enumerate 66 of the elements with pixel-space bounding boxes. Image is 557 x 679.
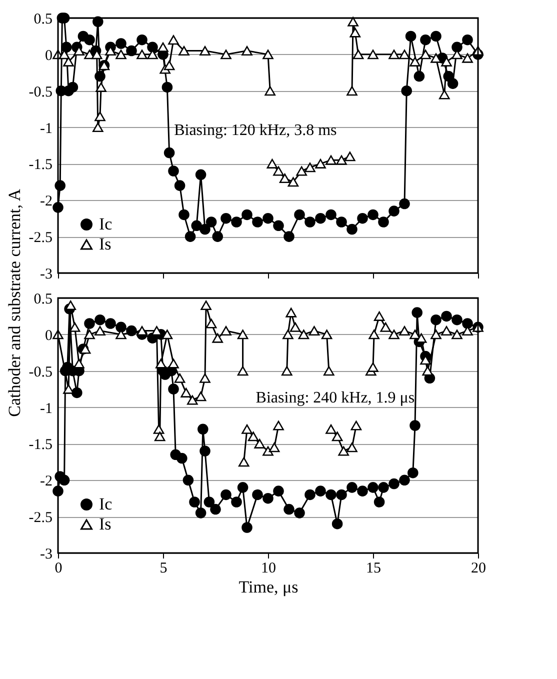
point: [336, 155, 347, 165]
x-axis-title: Time, μs: [238, 578, 298, 596]
y-tick-label: 0.5: [34, 12, 52, 28]
y-tick-label: -2.5: [28, 230, 52, 246]
point: [430, 53, 442, 63]
point: [388, 50, 400, 60]
point: [462, 53, 473, 63]
point: [158, 42, 168, 52]
y-tick-label: 0.5: [34, 292, 52, 308]
point: [410, 56, 420, 66]
y-axis-title: Cathoder and substrate current, A: [4, 188, 24, 417]
y-tick-label: -1.5: [28, 437, 52, 454]
y-tick-label: 0: [45, 328, 52, 344]
y-tick-label: 0: [45, 48, 52, 64]
point: [350, 28, 361, 38]
y-tick-label: -2.5: [28, 510, 52, 526]
point: [344, 152, 356, 162]
point: [96, 82, 106, 92]
legend-label: Is: [99, 514, 112, 534]
point: [273, 166, 284, 176]
annotation: Biasing: 120 kHz, 3.8 ms: [174, 122, 337, 140]
point: [168, 35, 179, 45]
annotation: Biasing: 240 kHz, 1.9 μs: [256, 389, 415, 406]
y-tick-label: -3: [40, 266, 52, 282]
legend-label: Is: [99, 234, 112, 254]
point: [304, 162, 316, 172]
point: [348, 16, 358, 26]
point: [399, 50, 410, 60]
legend-label: Ic: [99, 214, 113, 234]
x-tick-label: 15: [366, 560, 381, 576]
point: [178, 46, 190, 56]
point: [368, 50, 378, 60]
point: [296, 166, 307, 176]
point: [94, 112, 106, 122]
y-tick-label: -3: [40, 546, 52, 562]
point: [279, 174, 290, 184]
point: [116, 50, 126, 60]
point: [266, 158, 278, 168]
y-tick-label: -0.5: [28, 84, 52, 100]
y-tick-label: -2: [40, 474, 52, 490]
y-tick-label: -2: [40, 194, 52, 210]
point: [288, 177, 299, 187]
point: [439, 90, 450, 100]
x-tick-label: 5: [160, 560, 168, 576]
point: [346, 86, 358, 96]
point: [441, 56, 452, 66]
point: [63, 56, 74, 66]
point: [262, 50, 274, 60]
point: [136, 50, 148, 60]
x-tick-label: 10: [261, 560, 276, 576]
point: [92, 122, 104, 132]
point: [264, 86, 276, 96]
point: [352, 50, 364, 60]
legend-label: Ic: [99, 494, 113, 514]
y-tick-label: -1: [40, 400, 52, 417]
point: [200, 46, 210, 56]
y-tick-label: -1.5: [28, 157, 52, 174]
y-tick-label: -1: [40, 120, 52, 137]
point: [315, 158, 326, 168]
point: [326, 155, 336, 165]
x-tick-label: 20: [471, 560, 486, 576]
point: [420, 50, 431, 60]
point: [242, 46, 252, 56]
point: [220, 50, 232, 60]
y-tick-label: -0.5: [28, 364, 52, 380]
point: [164, 60, 175, 70]
